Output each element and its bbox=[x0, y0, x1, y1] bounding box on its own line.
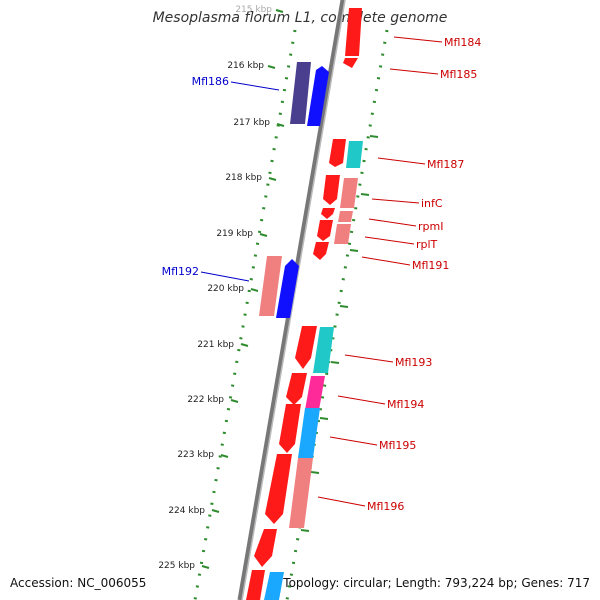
kbp-label-223: 223 kbp bbox=[177, 450, 214, 460]
gene-rpmi-a[interactable] bbox=[321, 208, 335, 219]
kbp-label-217: 217 kbp bbox=[233, 118, 270, 128]
map-title: Mesoplasma florum L1, complete genome bbox=[152, 10, 448, 26]
kbp-label-224: 224 kbp bbox=[168, 506, 205, 516]
gene-rplt-a[interactable] bbox=[317, 220, 333, 241]
leader-mfl187 bbox=[377, 157, 426, 165]
gene-mfl192-b[interactable] bbox=[276, 259, 299, 318]
backbone-highlight bbox=[241, 0, 346, 600]
accession-text: Accession: NC_006055 bbox=[10, 576, 147, 590]
gene-infc-b[interactable] bbox=[340, 178, 358, 208]
label-mfl196[interactable]: Mfl196 bbox=[367, 500, 404, 513]
leader-mfl185 bbox=[389, 68, 439, 75]
gene-bottom-red-2[interactable] bbox=[246, 570, 265, 600]
leader-mfl186 bbox=[230, 81, 280, 91]
leader-rplt bbox=[364, 236, 415, 245]
leader-infc bbox=[371, 198, 420, 204]
kbp-label-222: 222 kbp bbox=[187, 395, 224, 405]
gene-mfl187-b[interactable] bbox=[346, 141, 363, 168]
right-dotted-guide bbox=[285, 29, 389, 600]
leader-mfl194 bbox=[337, 395, 386, 405]
label-mfl187[interactable]: Mfl187 bbox=[427, 158, 464, 171]
kbp-label-218: 218 kbp bbox=[225, 173, 262, 183]
label-infc[interactable]: infC bbox=[421, 197, 443, 210]
label-mfl193[interactable]: Mfl193 bbox=[395, 356, 432, 369]
leader-mfl193 bbox=[344, 354, 394, 363]
kbp-label-215: 215 kbp bbox=[235, 5, 272, 15]
leader-mfl195 bbox=[329, 436, 378, 446]
gene-mfl195-a[interactable] bbox=[279, 404, 301, 453]
label-mfl192[interactable]: Mfl192 bbox=[162, 265, 199, 278]
kbp-label-225: 225 kbp bbox=[158, 561, 195, 571]
gene-infc-a[interactable] bbox=[323, 175, 340, 205]
leader-mfl184 bbox=[393, 36, 443, 43]
label-mfl186[interactable]: Mfl186 bbox=[192, 75, 229, 88]
gene-bottom-red-1[interactable] bbox=[254, 529, 277, 567]
gene-mfl191[interactable] bbox=[313, 242, 329, 260]
label-rpmi[interactable]: rpmI bbox=[418, 220, 443, 233]
label-mfl184[interactable]: Mfl184 bbox=[444, 36, 481, 49]
gene-mfl185[interactable] bbox=[343, 58, 358, 68]
label-mfl195[interactable]: Mfl195 bbox=[379, 439, 416, 452]
label-mfl191[interactable]: Mfl191 bbox=[412, 259, 449, 272]
leader-rpmi bbox=[368, 218, 417, 227]
leader-mfl191 bbox=[361, 256, 411, 266]
gene-mfl196-b[interactable] bbox=[289, 458, 313, 528]
genome-summary-text: Topology: circular; Length: 793,224 bp; … bbox=[283, 576, 590, 590]
gene-mfl194-a[interactable] bbox=[286, 373, 307, 405]
label-mfl185[interactable]: Mfl185 bbox=[440, 68, 477, 81]
gene-bottom-sky[interactable] bbox=[264, 572, 284, 600]
gene-mfl184[interactable] bbox=[345, 8, 362, 56]
gene-mfl186-b[interactable] bbox=[307, 66, 329, 126]
label-mfl194[interactable]: Mfl194 bbox=[387, 398, 424, 411]
gene-mfl187-a[interactable] bbox=[329, 139, 346, 167]
kbp-label-219: 219 kbp bbox=[216, 229, 253, 239]
gene-mfl192-a[interactable] bbox=[259, 256, 282, 316]
gene-mfl186-a[interactable] bbox=[290, 62, 311, 124]
kbp-label-221: 221 kbp bbox=[197, 340, 234, 350]
gene-mfl193-b[interactable] bbox=[313, 327, 334, 373]
kbp-label-220: 220 kbp bbox=[207, 284, 244, 294]
right-tick-marks bbox=[300, 135, 379, 532]
leader-mfl192 bbox=[200, 271, 250, 282]
gene-mfl195-b[interactable] bbox=[298, 408, 320, 458]
gene-mfl194-b[interactable] bbox=[305, 376, 325, 410]
kbp-tick-marks bbox=[201, 9, 285, 569]
kbp-label-216: 216 kbp bbox=[227, 61, 264, 71]
gene-rplt-b[interactable] bbox=[334, 224, 351, 244]
gene-mfl193-a[interactable] bbox=[295, 326, 317, 369]
gene-mfl196-a[interactable] bbox=[265, 454, 292, 524]
label-rplt[interactable]: rplT bbox=[416, 238, 438, 251]
leader-mfl196 bbox=[317, 496, 366, 507]
gene-rpmi-b[interactable] bbox=[338, 211, 353, 222]
